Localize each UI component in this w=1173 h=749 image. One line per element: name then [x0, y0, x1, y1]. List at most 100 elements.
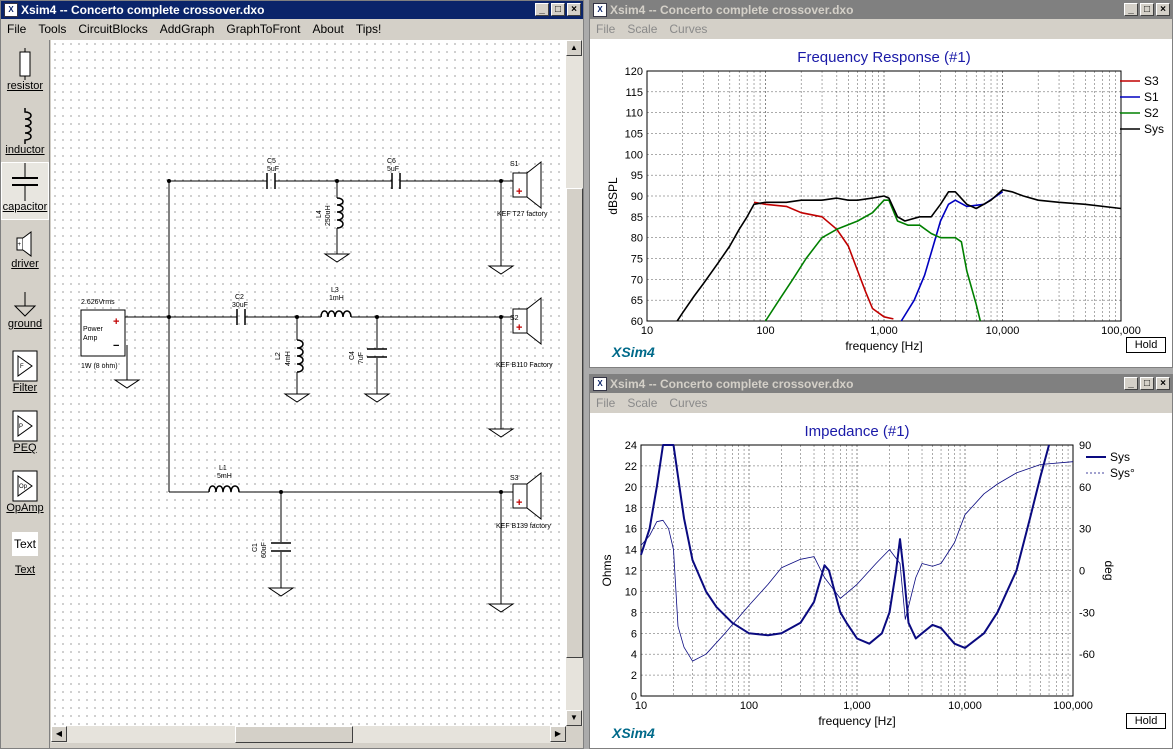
schematic-canvas[interactable]: + + + Power Amp + − 2.626Vrms 1W (8 ohm) C… [51, 40, 566, 726]
horizontal-scroll-thumb[interactable] [235, 726, 353, 743]
legend-entry: Sys [1144, 122, 1164, 136]
source-name-2: Amp [83, 335, 98, 342]
x-tick-label: 1,000 [843, 700, 871, 712]
y-tick-label: 115 [625, 87, 643, 99]
s2-name: S2 [510, 315, 519, 322]
vertical-scroll-thumb[interactable] [566, 188, 583, 658]
series-line-s3 [753, 201, 894, 320]
schematic-horizontal-scrollbar[interactable]: ◀ ▶ [51, 726, 566, 743]
maximize-icon[interactable]: □ [1140, 377, 1154, 390]
fr-graph-area[interactable]: Frequency Response (#1) 60 65 70 75 80 85 90 95 1… [590, 39, 1172, 367]
scroll-down-icon[interactable]: ▼ [566, 710, 582, 726]
menu-circuitblocks[interactable]: CircuitBlocks [78, 22, 148, 36]
schematic-menubar: File Tools CircuitBlocks AddGraph GraphT… [1, 19, 583, 39]
y-axis-label: dBSPL [606, 177, 620, 215]
impedance-window[interactable]: X Xsim4 -- Concerto complete crossover.d… [589, 374, 1173, 749]
text-tool-glyph: Text [12, 532, 38, 556]
close-icon[interactable]: × [567, 3, 581, 16]
scroll-left-icon[interactable]: ◀ [51, 726, 67, 742]
source-voltage: 2.626Vrms [81, 299, 115, 306]
maximize-icon[interactable]: □ [1140, 3, 1154, 16]
window-title: Xsim4 -- Concerto complete crossover.dxo [610, 3, 854, 17]
scroll-up-icon[interactable]: ▲ [566, 40, 582, 56]
menu-about[interactable]: About [312, 22, 344, 36]
svg-text:+: + [516, 322, 522, 334]
hold-button[interactable]: Hold [1126, 337, 1166, 353]
imp-titlebar[interactable]: X Xsim4 -- Concerto complete crossover.d… [590, 375, 1172, 393]
y2-axis-label: deg [1102, 560, 1116, 580]
scroll-right-icon[interactable]: ▶ [550, 726, 566, 742]
svg-text:+: + [18, 242, 22, 248]
menu-tools[interactable]: Tools [38, 22, 67, 36]
palette-resistor[interactable]: resistor [1, 48, 49, 92]
menu-scale[interactable]: Scale [627, 22, 658, 36]
x-tick-label: 10,000 [948, 700, 982, 712]
xsim-app-icon: X [4, 3, 18, 17]
palette-opamp[interactable]: Op OpAmp [1, 470, 49, 514]
x-tick-label: 100,000 [1101, 325, 1141, 337]
menu-addgraph[interactable]: AddGraph [159, 22, 215, 36]
fr-titlebar[interactable]: X Xsim4 -- Concerto complete crossover.d… [590, 1, 1172, 19]
menu-graphtofront[interactable]: GraphToFront [226, 22, 301, 36]
c2-value: 30uF [232, 302, 248, 309]
palette-filter[interactable]: F Filter [1, 350, 49, 394]
schematic-vertical-scrollbar[interactable]: ▲ ▼ [566, 40, 583, 726]
minimize-icon[interactable]: _ [535, 3, 549, 16]
l1-name: L1 [219, 465, 227, 472]
c1-value: 60uF [261, 542, 268, 558]
source-plus: + [113, 316, 119, 328]
l1-value: 5mH [217, 473, 232, 480]
y-tick-label: 85 [631, 212, 643, 224]
schematic-window[interactable]: X Xsim4 -- Concerto complete crossover.d… [0, 0, 584, 749]
palette-peq[interactable]: P PEQ [1, 410, 49, 454]
palette-ground[interactable]: ground [1, 292, 49, 330]
menu-file[interactable]: File [596, 22, 616, 36]
peq-icon: P [12, 410, 38, 442]
close-icon[interactable]: × [1156, 377, 1170, 390]
x-tick-label: 100 [756, 325, 774, 337]
hold-button[interactable]: Hold [1126, 713, 1166, 729]
menu-curves[interactable]: Curves [669, 396, 708, 410]
y-axis-label: Ohms [600, 554, 614, 586]
frequency-response-window[interactable]: X Xsim4 -- Concerto complete crossover.d… [589, 0, 1173, 368]
y-tick-label: 8 [631, 607, 637, 619]
s3-model: KEF B139 factory [496, 523, 551, 530]
y-tick-label: 22 [625, 461, 637, 473]
inductor-icon [24, 108, 32, 144]
l3-value: 1mH [329, 295, 344, 302]
menu-file[interactable]: File [596, 396, 616, 410]
series-line-sys [676, 189, 1122, 322]
source-name-1: Power [83, 326, 104, 333]
svg-text:Op: Op [19, 484, 28, 490]
palette-inductor[interactable]: inductor [1, 108, 49, 156]
c1-name: C1 [252, 543, 259, 552]
c6-name: C6 [387, 158, 396, 165]
minimize-icon[interactable]: _ [1124, 377, 1138, 390]
maximize-icon[interactable]: □ [551, 3, 565, 16]
menu-tips[interactable]: Tips! [355, 22, 382, 36]
minimize-icon[interactable]: _ [1124, 3, 1138, 16]
y-tick-label: 18 [625, 503, 637, 515]
y-tick-label: 2 [631, 670, 637, 682]
palette-driver[interactable]: + driver [1, 230, 49, 270]
y-tick-label: 4 [631, 649, 637, 661]
legend-entry: Sys° [1110, 466, 1135, 480]
l3-name: L3 [331, 287, 339, 294]
schematic-titlebar[interactable]: X Xsim4 -- Concerto complete crossover.d… [1, 1, 583, 19]
close-icon[interactable]: × [1156, 3, 1170, 16]
x-axis-label: frequency [Hz] [845, 339, 922, 353]
y-tick-label: 16 [625, 524, 637, 536]
y-tick-label: 65 [631, 295, 643, 307]
fr-menubar: File Scale Curves [590, 19, 1172, 39]
palette-text[interactable]: Text Text [1, 532, 49, 576]
imp-graph-area[interactable]: Impedance (#1) 0 2 4 6 8 10 12 14 16 18 20 22 24 -60 -3… [590, 413, 1172, 748]
palette-capacitor[interactable]: capacitor [1, 162, 49, 220]
menu-scale[interactable]: Scale [627, 396, 658, 410]
window-title: Xsim4 -- Concerto complete crossover.dxo [21, 3, 265, 17]
menu-file[interactable]: File [7, 22, 27, 36]
y-tick-label: 80 [631, 233, 643, 245]
x-tick-label: 100 [740, 700, 758, 712]
s3-name: S3 [510, 475, 519, 482]
menu-curves[interactable]: Curves [669, 22, 708, 36]
imp-menubar: File Scale Curves [590, 393, 1172, 413]
